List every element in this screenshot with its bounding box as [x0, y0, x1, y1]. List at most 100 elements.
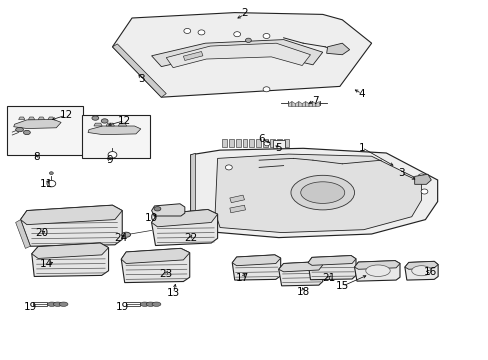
Ellipse shape — [233, 32, 240, 37]
Text: 24: 24 — [114, 233, 128, 243]
Polygon shape — [302, 102, 305, 107]
Polygon shape — [94, 123, 102, 126]
Ellipse shape — [365, 265, 389, 276]
Polygon shape — [229, 195, 244, 203]
Text: 20: 20 — [35, 228, 48, 238]
Text: 19: 19 — [115, 302, 129, 312]
Text: 12: 12 — [118, 116, 131, 126]
Polygon shape — [20, 205, 122, 225]
Text: 1: 1 — [358, 143, 365, 153]
Polygon shape — [32, 243, 108, 258]
Ellipse shape — [122, 232, 130, 237]
Polygon shape — [112, 13, 371, 97]
Polygon shape — [215, 154, 421, 233]
Text: 15: 15 — [335, 281, 348, 291]
Text: 21: 21 — [321, 273, 335, 283]
Polygon shape — [118, 123, 126, 126]
Ellipse shape — [59, 302, 68, 306]
Bar — [242, 139, 247, 147]
Polygon shape — [28, 117, 35, 120]
Polygon shape — [151, 210, 217, 227]
Bar — [249, 139, 254, 147]
Ellipse shape — [140, 302, 149, 306]
Polygon shape — [151, 40, 322, 67]
Polygon shape — [48, 117, 54, 120]
Polygon shape — [295, 102, 298, 107]
Ellipse shape — [264, 141, 269, 146]
Bar — [33, 302, 47, 306]
Text: 19: 19 — [23, 302, 37, 312]
Polygon shape — [32, 243, 108, 276]
Bar — [263, 139, 267, 147]
Text: 3: 3 — [397, 168, 404, 178]
Polygon shape — [305, 102, 308, 107]
Bar — [269, 139, 274, 147]
Text: 7: 7 — [311, 96, 318, 106]
Polygon shape — [151, 204, 184, 216]
Ellipse shape — [23, 130, 30, 135]
Polygon shape — [308, 102, 312, 107]
Ellipse shape — [420, 189, 427, 194]
Ellipse shape — [108, 152, 117, 158]
Ellipse shape — [146, 302, 155, 306]
Polygon shape — [404, 261, 437, 280]
Polygon shape — [121, 248, 189, 264]
Ellipse shape — [263, 33, 269, 39]
Text: 4: 4 — [358, 89, 365, 99]
Polygon shape — [151, 210, 217, 246]
Ellipse shape — [101, 119, 108, 123]
Text: 10: 10 — [145, 213, 158, 223]
Text: 23: 23 — [159, 269, 173, 279]
Ellipse shape — [152, 302, 161, 306]
Polygon shape — [190, 153, 195, 216]
Bar — [228, 139, 233, 147]
Text: 17: 17 — [235, 273, 248, 283]
Polygon shape — [312, 102, 315, 107]
Polygon shape — [88, 126, 141, 135]
Polygon shape — [14, 120, 61, 129]
Ellipse shape — [411, 266, 430, 276]
Polygon shape — [20, 205, 122, 246]
Ellipse shape — [49, 172, 53, 175]
Text: 11: 11 — [40, 179, 53, 189]
Polygon shape — [229, 205, 245, 213]
Polygon shape — [291, 102, 295, 107]
Ellipse shape — [47, 180, 56, 187]
Bar — [235, 139, 240, 147]
Polygon shape — [19, 117, 25, 120]
Ellipse shape — [47, 302, 56, 306]
Polygon shape — [166, 43, 310, 68]
Text: 18: 18 — [296, 287, 309, 297]
Ellipse shape — [417, 174, 424, 179]
Polygon shape — [414, 174, 430, 184]
Ellipse shape — [290, 175, 354, 210]
Text: 12: 12 — [59, 110, 73, 120]
Polygon shape — [354, 261, 399, 281]
Ellipse shape — [300, 182, 344, 203]
Bar — [276, 139, 281, 147]
Ellipse shape — [16, 127, 23, 132]
Ellipse shape — [245, 38, 251, 42]
Text: 5: 5 — [275, 143, 282, 153]
Text: 8: 8 — [33, 152, 40, 162]
Polygon shape — [278, 262, 322, 286]
Ellipse shape — [154, 207, 161, 211]
Polygon shape — [326, 43, 349, 55]
Polygon shape — [38, 117, 44, 120]
Bar — [283, 139, 288, 147]
Polygon shape — [183, 51, 203, 60]
Polygon shape — [298, 102, 302, 107]
Polygon shape — [112, 44, 166, 97]
Polygon shape — [190, 148, 437, 238]
Polygon shape — [232, 255, 280, 266]
Bar — [126, 302, 140, 306]
Bar — [7, 106, 83, 155]
Polygon shape — [307, 256, 355, 280]
Ellipse shape — [198, 30, 204, 35]
Polygon shape — [16, 220, 30, 248]
Bar — [222, 139, 226, 147]
Text: 22: 22 — [183, 233, 197, 243]
Text: 16: 16 — [423, 267, 436, 277]
Polygon shape — [288, 102, 291, 107]
Text: 6: 6 — [258, 134, 264, 144]
